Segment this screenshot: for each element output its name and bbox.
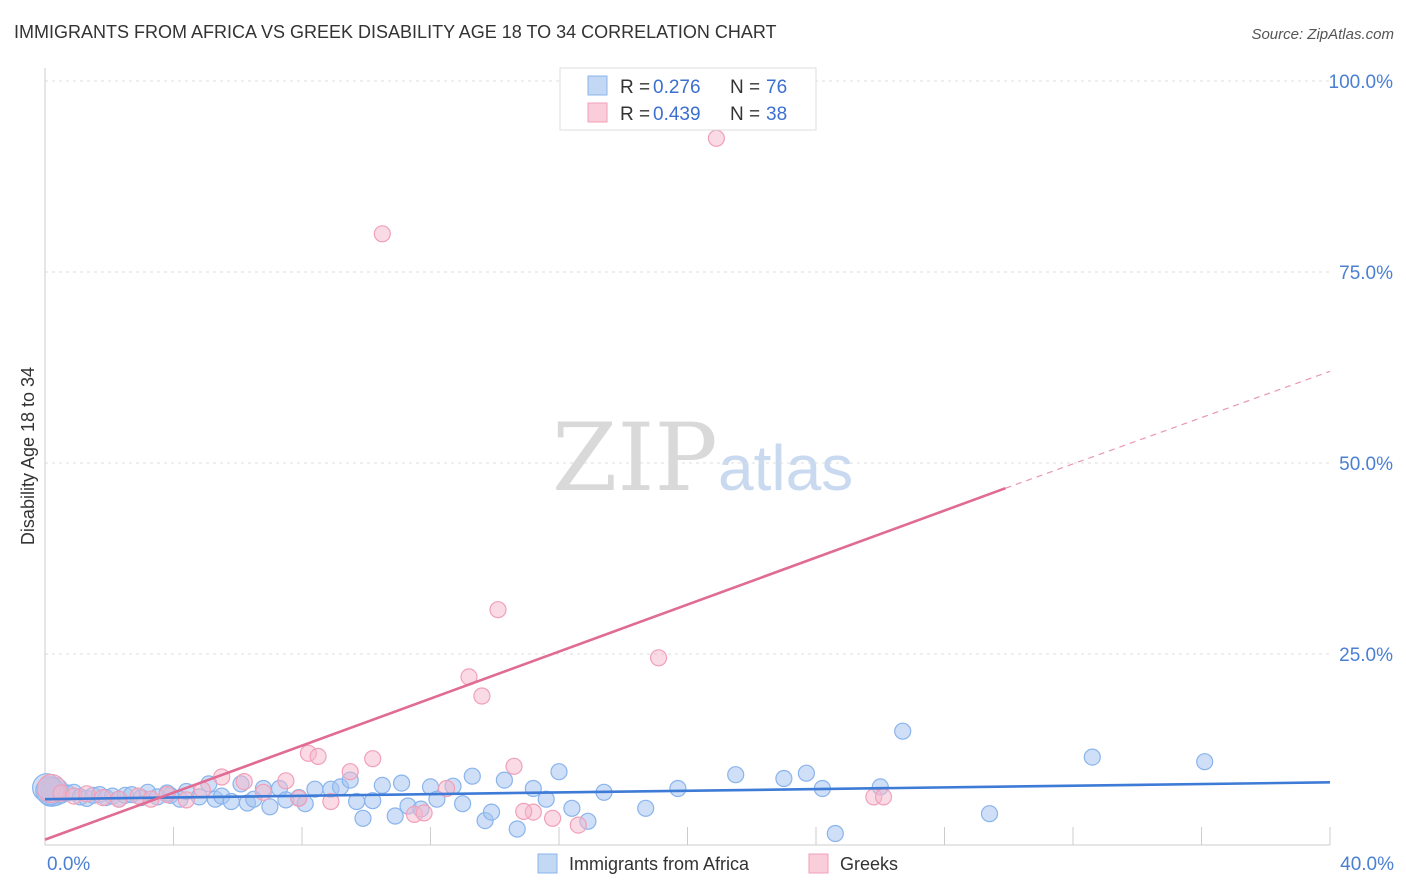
y-axis-ticks: 25.0% 50.0% 75.0% 100.0% — [1329, 72, 1394, 666]
legend-n-value-greeks: 38 — [766, 104, 787, 125]
legend-n-label-greeks: N = — [730, 104, 765, 125]
greeks-trend-extension — [1005, 370, 1331, 489]
africa-point-52 — [482, 803, 501, 821]
africa-point-72 — [1196, 753, 1214, 771]
greeks-point-30 — [569, 816, 587, 834]
greeks-point-20 — [364, 750, 382, 768]
trend-lines — [44, 370, 1331, 841]
greeks-point-36 — [415, 804, 433, 822]
legend-r-value-africa: 0.276 — [653, 77, 701, 98]
y-tick-label-0: 25.0% — [1339, 645, 1393, 666]
series-legend-swatch-africa — [537, 853, 558, 874]
africa-point-50 — [463, 767, 481, 785]
greeks-point-9 — [177, 791, 195, 809]
series-legend-label-greeks: Greeks — [840, 854, 898, 874]
africa-point-61 — [637, 799, 655, 817]
x-tick-label-end: 40.0% — [1340, 854, 1394, 875]
africa-point-56 — [537, 790, 555, 808]
greeks-point-12 — [235, 772, 253, 791]
greeks-point-15 — [290, 789, 308, 808]
africa-point-40 — [364, 792, 382, 810]
greeks-point-18 — [322, 792, 340, 811]
africa-point-57 — [550, 763, 568, 781]
y-tick-label-1: 50.0% — [1339, 454, 1393, 475]
africa-point-42 — [386, 807, 404, 825]
africa-point-49 — [454, 795, 472, 813]
greeks-point-29 — [543, 809, 562, 827]
legend-r-value-greeks: 0.439 — [653, 104, 701, 125]
legend-n-label-africa: N = — [730, 77, 765, 98]
greeks-point-32 — [707, 129, 726, 147]
legend-n-value-africa: 76 — [766, 77, 787, 98]
gridlines — [45, 80, 1330, 655]
x-axis-ticks: 0.0% 40.0% — [44, 827, 1394, 875]
africa-point-62 — [669, 779, 687, 798]
greeks-point-31 — [649, 649, 668, 667]
africa-point-53 — [495, 771, 513, 789]
watermark: ZIP atlas — [552, 404, 853, 513]
africa-point-54 — [508, 820, 526, 838]
greeks-point-19 — [341, 763, 359, 781]
africa-trend-line — [44, 781, 1331, 801]
legend-swatch-greeks — [587, 102, 608, 123]
watermark-zip: ZIP — [552, 404, 718, 513]
x-tick-label-start: 0.0% — [47, 854, 90, 875]
chart-source: Source: ZipAtlas.com — [1251, 26, 1394, 43]
africa-point-63 — [727, 766, 745, 784]
greeks-point-13 — [254, 783, 272, 801]
series-legend-swatch-greeks — [808, 853, 829, 874]
greeks-point-27 — [505, 757, 523, 775]
greeks-point-23 — [438, 779, 456, 798]
africa-point-71 — [1083, 748, 1101, 766]
africa-point-69 — [894, 722, 912, 740]
chart-title: IMMIGRANTS FROM AFRICA VS GREEK DISABILI… — [14, 22, 777, 42]
y-tick-label-3: 100.0% — [1329, 72, 1394, 93]
y-tick-label-2: 75.0% — [1339, 263, 1393, 284]
greeks-point-17 — [309, 747, 327, 766]
greeks-point-25 — [473, 687, 491, 705]
africa-point-41 — [373, 776, 391, 795]
legend-r-label-greeks: R = — [620, 104, 655, 125]
greeks-point-14 — [277, 772, 295, 790]
africa-point-70 — [980, 805, 999, 823]
greeks-point-35 — [874, 788, 893, 806]
legend-r-label-africa: R = — [620, 77, 655, 98]
greeks-point-26 — [489, 601, 507, 619]
data-points — [31, 76, 1214, 843]
correlation-legend: R = 0.276 N = 76 R = 0.439 N = 38 — [559, 67, 817, 131]
y-axis-title: Disability Age 18 to 34 — [18, 367, 38, 545]
africa-point-64 — [775, 769, 793, 788]
africa-point-39 — [354, 809, 372, 827]
greeks-point-21 — [373, 225, 391, 243]
greeks-trend-line — [44, 486, 1006, 841]
series-legend-label-africa: Immigrants from Africa — [569, 854, 750, 874]
greeks-point-37 — [515, 802, 533, 821]
africa-point-29 — [261, 798, 279, 816]
legend-swatch-africa — [587, 75, 608, 96]
series-legend: Immigrants from Africa Greeks — [537, 853, 898, 874]
africa-point-43 — [393, 774, 411, 792]
watermark-atlas: atlas — [718, 432, 853, 504]
africa-point-58 — [563, 799, 581, 817]
africa-point-65 — [797, 764, 816, 782]
africa-point-67 — [826, 824, 844, 843]
